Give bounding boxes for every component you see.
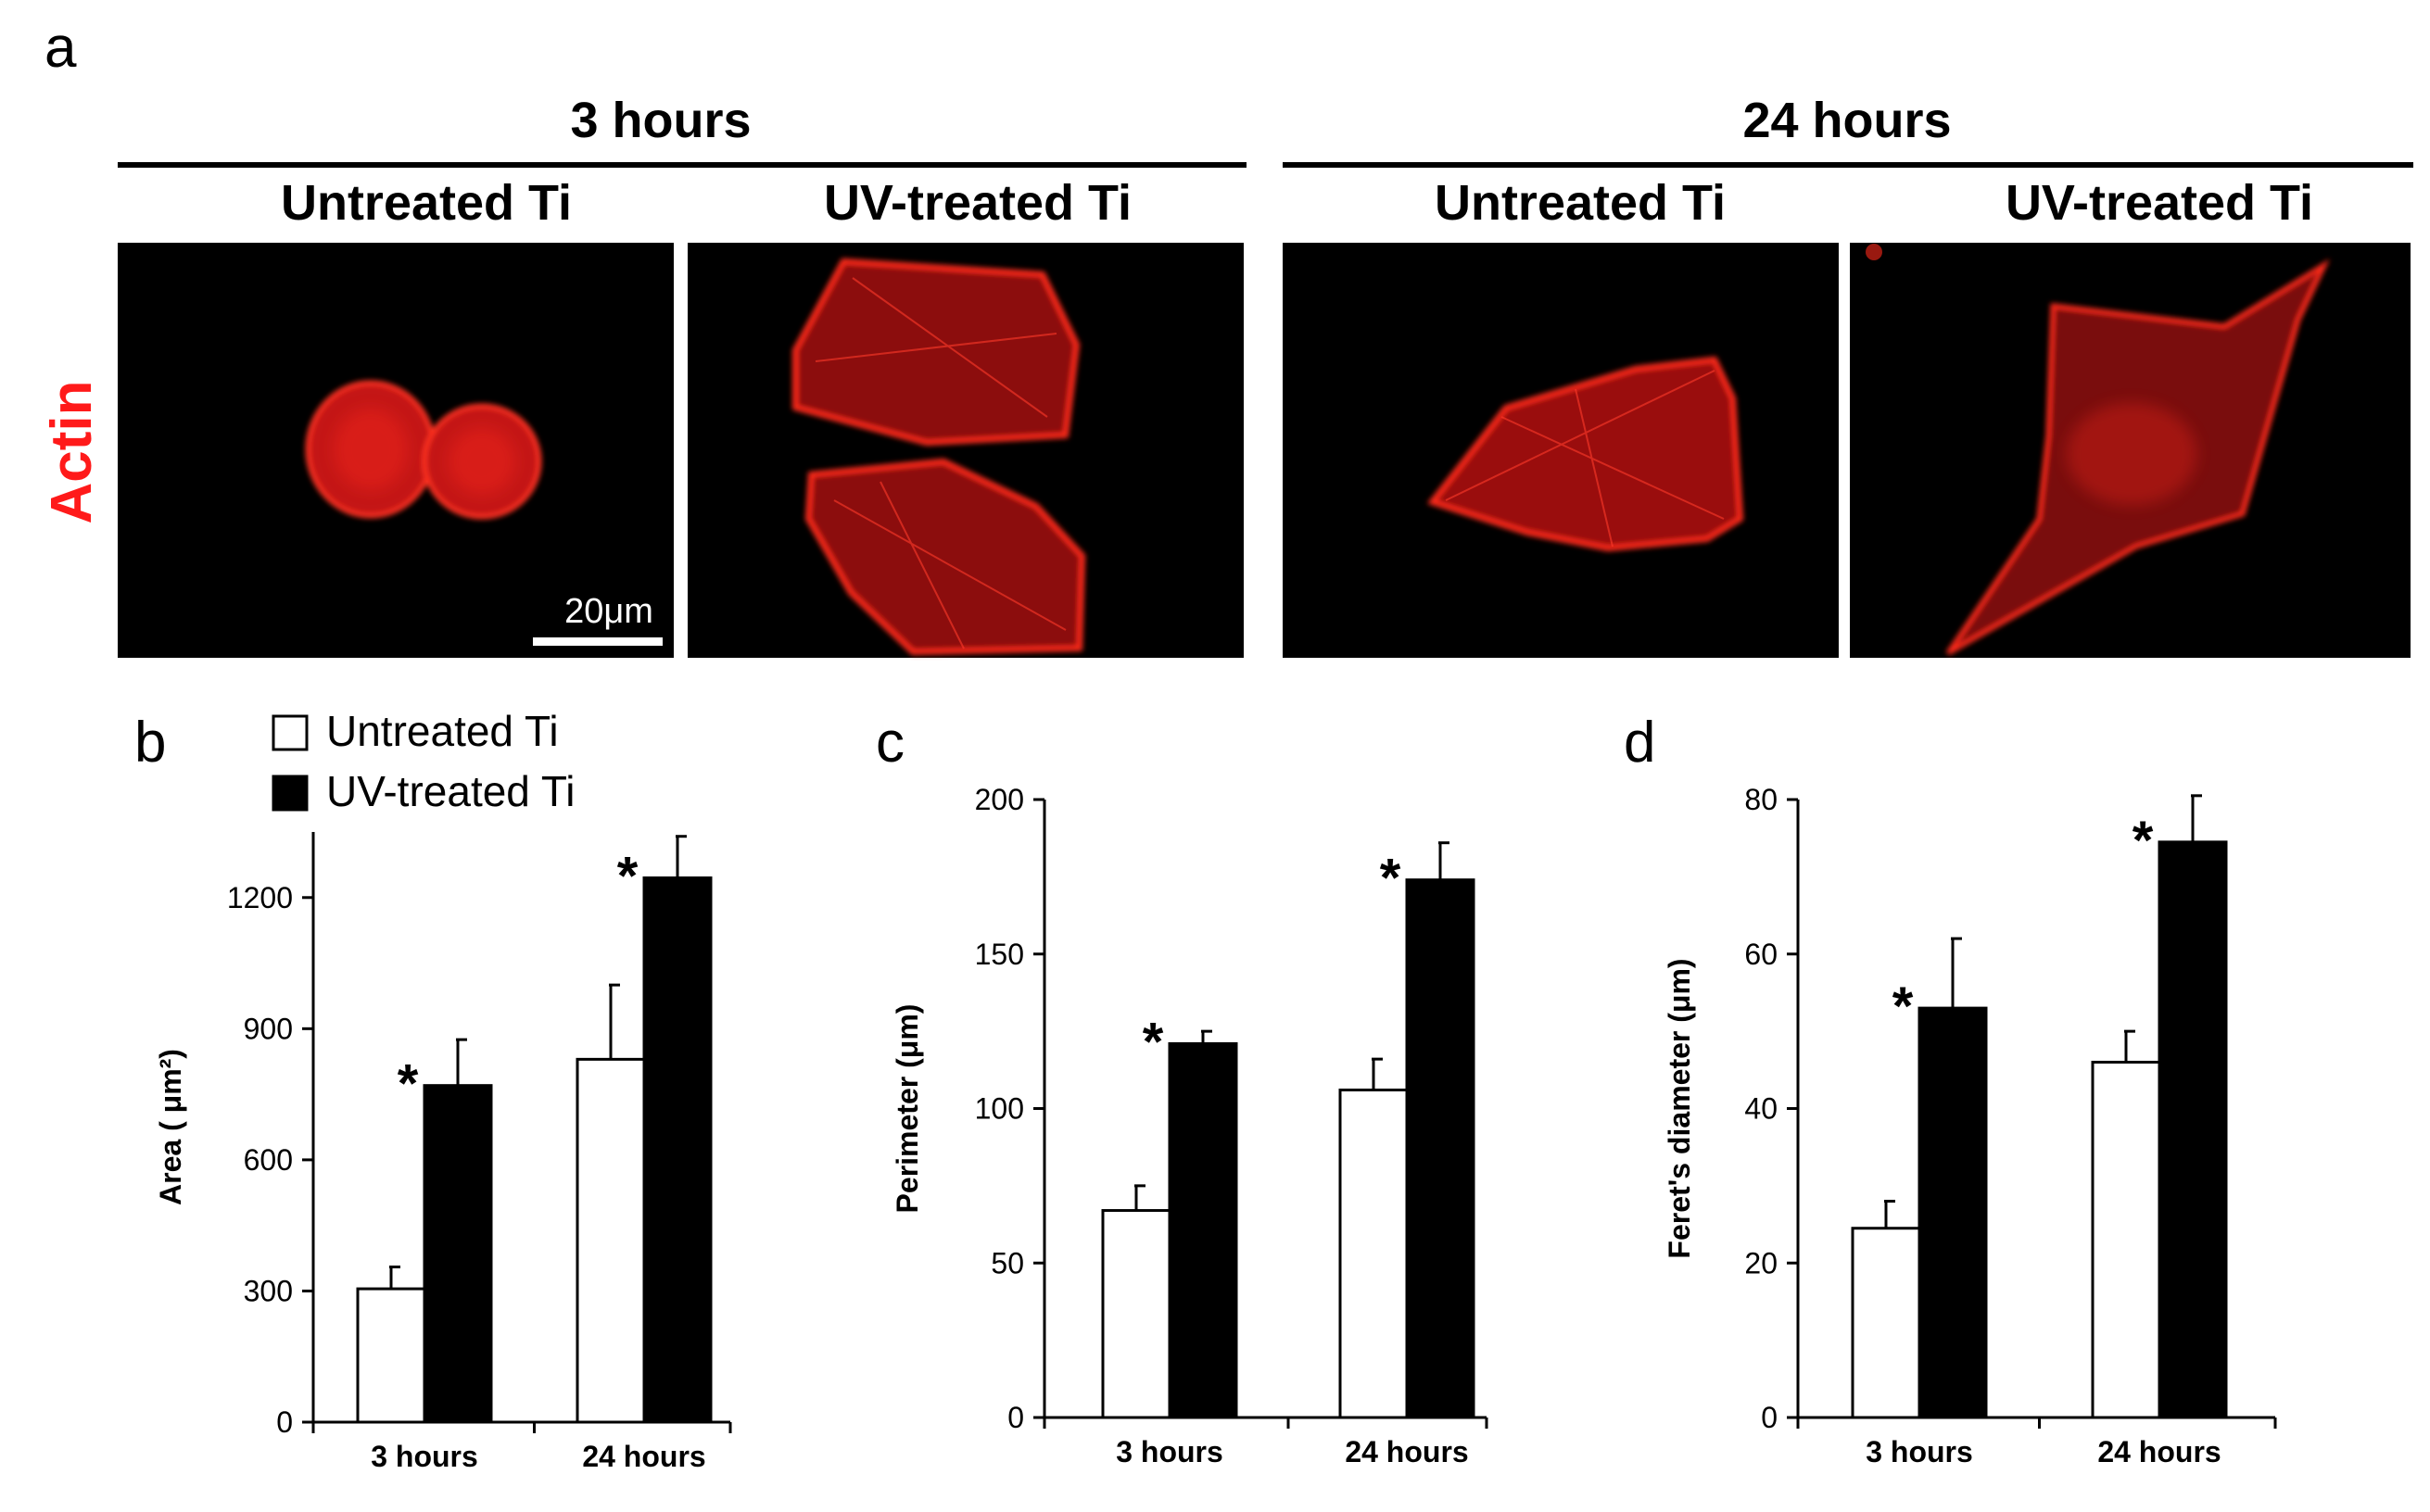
panel-a-letter: a xyxy=(44,16,77,80)
legend: Untreated Ti UV-treated Ti xyxy=(272,707,575,815)
y-tick-label: 0 xyxy=(1007,1401,1024,1434)
column-title-1: Untreated Ti xyxy=(281,175,572,231)
x-category-label: 3 hours xyxy=(371,1440,478,1473)
y-tick-label: 80 xyxy=(1744,783,1778,816)
y-axis-label: Feret's diameter (μm) xyxy=(1663,958,1696,1258)
x-category-label: 24 hours xyxy=(582,1440,705,1473)
bar xyxy=(2158,840,2228,1419)
significance-star: * xyxy=(1892,976,1914,1037)
x-category-label: 3 hours xyxy=(1116,1435,1223,1468)
panel-d-letter: d xyxy=(1624,711,1655,775)
micrograph-3h-untreated: 20μm xyxy=(118,243,674,658)
y-tick-label: 600 xyxy=(244,1143,293,1177)
significance-star: * xyxy=(398,1054,419,1115)
column-title-4: UV-treated Ti xyxy=(2006,175,2313,231)
row-label-actin: Actin xyxy=(40,381,104,524)
scale-bar-label: 20μm xyxy=(564,592,653,631)
y-tick-label: 900 xyxy=(244,1012,293,1045)
column-title-2: UV-treated Ti xyxy=(824,175,1132,231)
y-axis-label: Area ( μm²) xyxy=(154,1049,187,1205)
legend-label-untreated: Untreated Ti xyxy=(326,707,559,755)
y-tick-label: 100 xyxy=(975,1092,1024,1126)
bar xyxy=(1917,1006,1988,1419)
y-tick-label: 50 xyxy=(991,1246,1024,1279)
y-tick-label: 60 xyxy=(1744,938,1778,971)
x-category-label: 24 hours xyxy=(2097,1435,2221,1468)
bar xyxy=(1851,1227,1921,1419)
significance-star: * xyxy=(1380,849,1401,909)
y-tick-label: 200 xyxy=(975,783,1024,816)
bar xyxy=(2091,1060,2161,1419)
group-title-24h: 24 hours xyxy=(1742,93,1951,148)
chart-area: 0 300 600 900 1200 * 3 hours * 24 hours Area ( μm… xyxy=(154,832,732,1473)
scale-bar xyxy=(533,637,663,646)
micrograph-24h-untreated xyxy=(1283,243,1839,658)
y-tick-label: 300 xyxy=(244,1274,293,1307)
bar xyxy=(356,1287,426,1424)
group-title-3h: 3 hours xyxy=(570,93,751,148)
bar xyxy=(423,1084,493,1424)
bar xyxy=(642,876,713,1424)
x-category-label: 3 hours xyxy=(1866,1435,1973,1468)
column-title-3: Untreated Ti xyxy=(1435,175,1726,231)
y-tick-label: 1200 xyxy=(227,881,293,914)
y-tick-label: 0 xyxy=(1761,1401,1778,1434)
chart-perimeter: 0 50 100 150 200 * 3 hours * 24 hours Perimeter (… xyxy=(891,783,1488,1468)
panel-b-letter: b xyxy=(134,711,166,775)
y-tick-label: 0 xyxy=(276,1405,293,1439)
y-tick-label: 150 xyxy=(975,938,1024,971)
significance-star: * xyxy=(1143,1012,1164,1072)
y-tick-label: 20 xyxy=(1744,1246,1778,1279)
bar xyxy=(1338,1088,1409,1419)
panel-c-letter: c xyxy=(876,711,905,775)
chart-feret-diameter: 0 20 40 60 80 * 3 hours * 24 hours Feret's diamet… xyxy=(1663,783,2277,1468)
bar xyxy=(1405,878,1475,1419)
significance-star: * xyxy=(2133,811,2154,871)
legend-label-uv: UV-treated Ti xyxy=(326,767,575,815)
y-tick-label: 40 xyxy=(1744,1092,1778,1126)
y-axis-label: Perimeter (μm) xyxy=(891,1004,924,1214)
significance-star: * xyxy=(617,847,639,907)
legend-swatch-uv xyxy=(272,775,309,812)
bar xyxy=(1168,1041,1238,1419)
bar xyxy=(576,1057,646,1424)
micrograph-24h-uv xyxy=(1850,243,2411,658)
bar xyxy=(1101,1209,1171,1419)
x-category-label: 24 hours xyxy=(1345,1435,1468,1468)
micrograph-3h-uv xyxy=(688,243,1244,658)
legend-swatch-untreated xyxy=(272,714,309,751)
